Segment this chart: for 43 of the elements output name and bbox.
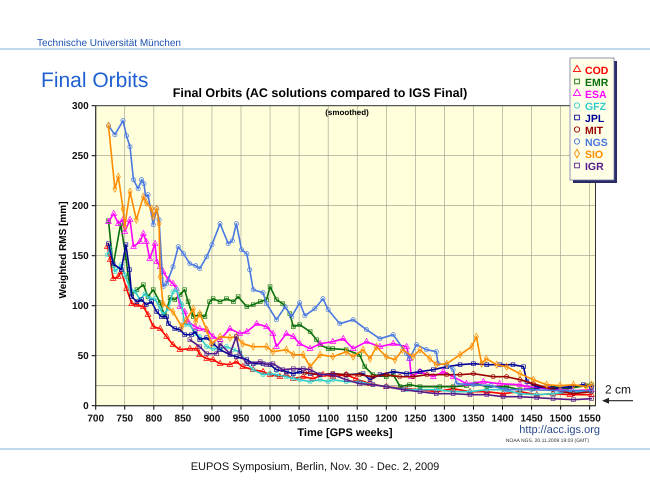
x-tick-label: 900 bbox=[204, 414, 221, 425]
legend-label: EMR bbox=[585, 77, 609, 89]
legend-label: MIT bbox=[585, 125, 604, 137]
legend-label: IGR bbox=[585, 161, 604, 173]
y-tick-label: 50 bbox=[78, 350, 90, 362]
legend-label: JPL bbox=[585, 113, 605, 125]
x-tick-label: 700 bbox=[87, 414, 104, 425]
x-tick-label: 1350 bbox=[462, 414, 486, 425]
y-tick-label: 200 bbox=[72, 200, 90, 212]
x-tick-label: 850 bbox=[174, 414, 192, 425]
x-tick-label: 1400 bbox=[491, 414, 514, 425]
x-tick-label: 1100 bbox=[317, 414, 340, 425]
y-axis-title: Weighted RMS [mm] bbox=[58, 201, 69, 299]
text: Technische Universität München bbox=[37, 38, 181, 49]
x-tick-label: 1050 bbox=[288, 414, 311, 425]
x-tick-label: 1250 bbox=[404, 414, 427, 425]
legend-label: NGS bbox=[585, 137, 608, 149]
text: Final Orbits bbox=[41, 69, 148, 92]
y-tick-label: 300 bbox=[72, 100, 90, 112]
chart-subtitle: (smoothed) bbox=[325, 108, 370, 117]
y-tick-label: 250 bbox=[72, 150, 90, 162]
ref-line-label: 2 cm bbox=[604, 382, 632, 397]
y-tick-label: 100 bbox=[72, 300, 90, 312]
x-tick-label: 1150 bbox=[346, 414, 369, 425]
x-axis-title: Time [GPS weeks] bbox=[297, 427, 393, 439]
text: EUPOS Symposium, Berlin, Nov. 30 - Dec. 2, 2009 bbox=[190, 461, 440, 473]
legend-label: COD bbox=[585, 65, 609, 77]
x-tick-label: 750 bbox=[116, 414, 134, 425]
x-tick-label: 1550 bbox=[578, 414, 602, 425]
legend-label: ESA bbox=[585, 89, 608, 101]
y-tick-label: 150 bbox=[72, 250, 90, 262]
x-tick-label: 1500 bbox=[550, 414, 572, 425]
x-tick-label: 1450 bbox=[520, 414, 544, 425]
x-tick-label: 950 bbox=[232, 414, 250, 425]
x-tick-label: 1000 bbox=[258, 414, 282, 425]
legend-label: SIO bbox=[585, 149, 604, 161]
x-tick-label: 1300 bbox=[433, 414, 456, 425]
x-tick-label: 800 bbox=[145, 414, 163, 425]
legend-label: GFZ bbox=[585, 101, 607, 113]
y-tick-label: 0 bbox=[83, 400, 90, 412]
text: http://acc.igs.org bbox=[519, 424, 600, 436]
chart-title: Final Orbits (AC solutions compared to IGS Final) bbox=[172, 86, 468, 100]
x-tick-label: 1200 bbox=[375, 414, 398, 425]
